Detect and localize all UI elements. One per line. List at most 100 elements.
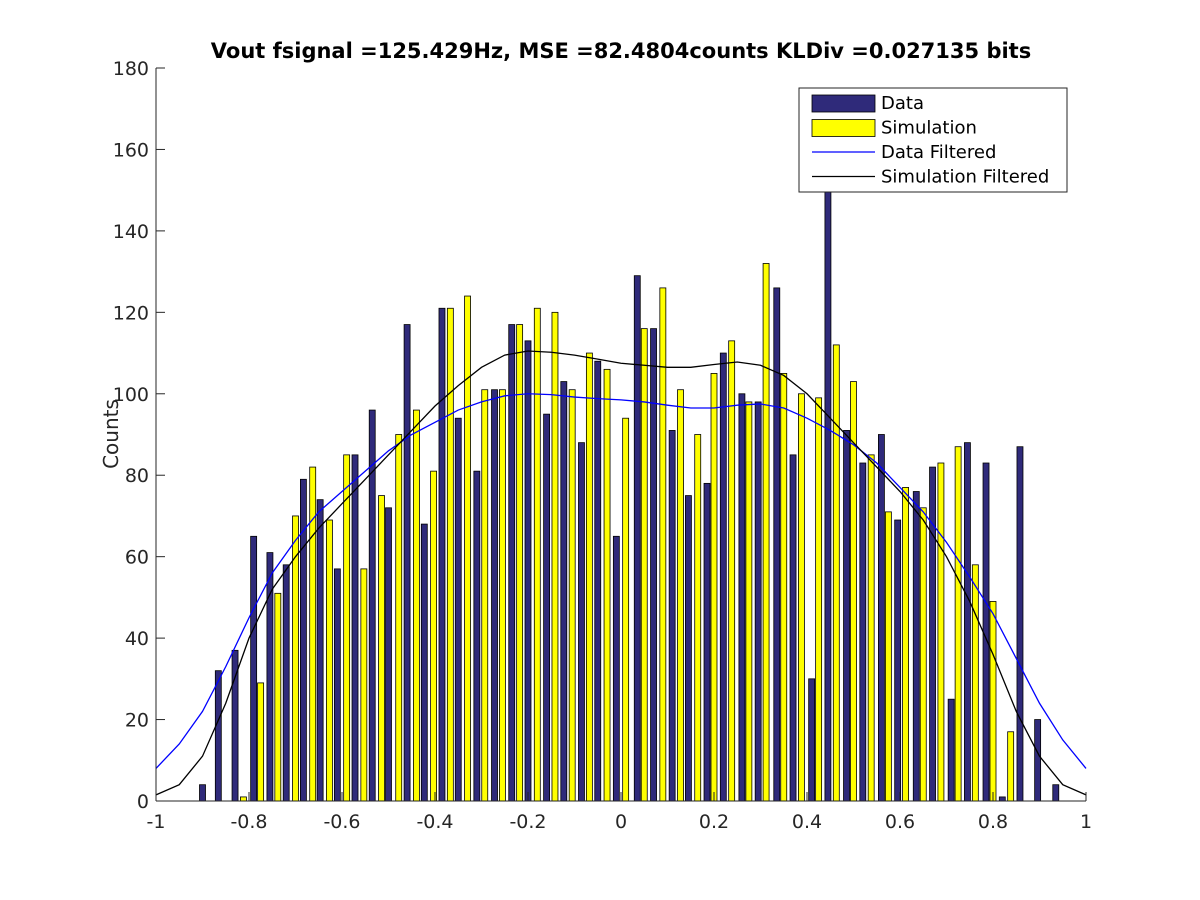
y-tick-label: 160	[113, 139, 149, 161]
x-tick-label: 0.4	[792, 811, 822, 833]
simulation-bar-20	[585, 352, 593, 802]
data-bar-3	[250, 535, 258, 802]
simulation-bar-32	[798, 393, 805, 802]
data-bar-30	[719, 352, 727, 802]
simulation-bar-40	[937, 462, 945, 802]
y-tick-label: 40	[125, 628, 149, 650]
simulation-bar-24	[659, 287, 667, 802]
data-bar-16	[473, 470, 481, 802]
simulation-bar-28	[728, 340, 736, 802]
data-filtered-line	[155, 393, 1087, 769]
y-tick-label: 60	[125, 547, 149, 569]
x-tick-label: 0.2	[699, 811, 729, 833]
y-tick-label: 180	[113, 58, 149, 80]
data-bar-40	[894, 519, 902, 802]
bars-layer	[199, 189, 1060, 802]
data-bar-37	[843, 430, 850, 802]
data-bar-46	[998, 796, 1006, 802]
simulation-bar-5	[326, 519, 333, 802]
data-bar-8	[333, 568, 341, 802]
simulation-bar-31	[780, 373, 788, 802]
data-bar-12	[403, 324, 411, 802]
simulation-bar-0	[240, 796, 247, 802]
data-bar-21	[560, 381, 568, 802]
simulation-bar-17	[533, 307, 541, 802]
data-bar-29	[703, 482, 711, 802]
simulation-bar-25	[677, 389, 684, 802]
data-bar-17	[491, 389, 498, 802]
x-tick-label: 0.8	[978, 811, 1008, 833]
simulation-bar-33	[815, 397, 823, 802]
data-bar-36	[824, 189, 832, 802]
x-tick-label: 0.6	[885, 811, 915, 833]
x-tick-label: 1	[1080, 811, 1092, 833]
data-bar-39	[878, 434, 885, 802]
data-bar-41	[912, 491, 920, 802]
simulation-bar-8	[378, 495, 385, 802]
simulation-bar-19	[568, 389, 576, 802]
simulation-bar-44	[1007, 731, 1015, 802]
lines-layer	[155, 350, 1087, 796]
data-bar-31	[738, 393, 746, 802]
simulation-bar-13	[464, 295, 471, 802]
data-bar-45	[982, 462, 990, 802]
x-tick-label: -0.6	[323, 811, 360, 833]
simulation-bar-34	[832, 344, 840, 802]
legend-label-data: Data	[881, 93, 924, 114]
simulation-bar-36	[867, 454, 875, 802]
y-axis-label: Counts	[99, 399, 123, 469]
data-bar-10	[368, 409, 376, 802]
simulation-bar-42	[971, 564, 979, 802]
data-bar-34	[789, 454, 797, 802]
data-bar-33	[773, 287, 781, 802]
legend-swatch-data	[811, 94, 876, 113]
simulation-bar-23	[640, 328, 648, 802]
simulation-bar-6	[343, 454, 351, 802]
data-bar-38	[859, 462, 867, 802]
simulation-bar-29	[745, 401, 753, 802]
legend-swatch-simulation	[811, 119, 876, 137]
simulation-bar-26	[694, 434, 702, 802]
legend-label-simulation: Simulation	[881, 118, 977, 139]
data-bar-14	[438, 307, 446, 802]
simulation-bar-11	[430, 470, 438, 802]
data-bar-49	[1052, 784, 1060, 802]
data-bar-19	[524, 340, 532, 802]
data-bar-13	[420, 523, 428, 802]
simulation-bar-43	[989, 601, 997, 802]
data-bar-24	[612, 535, 620, 802]
axes-layer: -1 -0.8 -0.6 -0.4 -0.2 0 0.2 0.4 0.6 0.8 1 0 20 40 60 8…	[113, 58, 1092, 833]
simulation-bar-39	[919, 507, 927, 802]
data-bar-23	[594, 360, 602, 802]
legend: Data Simulation Data Filtered Simulation Fi…	[798, 87, 1068, 193]
data-bar-1	[214, 670, 222, 802]
chart-title: Vout fsignal =125.429Hz, MSE =82.4804cou…	[211, 39, 1031, 63]
simulation-bar-37	[884, 511, 892, 802]
data-bar-26	[650, 328, 657, 802]
simulation-bar-22	[622, 417, 630, 802]
data-bar-32	[754, 401, 762, 802]
simulation-bar-10	[412, 409, 420, 802]
x-tick-label: -0.2	[509, 811, 546, 833]
x-tick-label: -0.4	[416, 811, 453, 833]
data-bar-15	[454, 417, 462, 802]
data-bar-0	[199, 784, 206, 802]
data-bar-47	[1016, 446, 1024, 802]
y-tick-label: 80	[125, 465, 149, 487]
simulation-bar-1	[257, 682, 265, 802]
simulation-bar-21	[603, 368, 611, 802]
data-bar-9	[351, 454, 359, 802]
simulation-filtered-line	[155, 350, 1087, 796]
data-bar-22	[578, 442, 585, 802]
data-bar-28	[685, 495, 692, 802]
data-bar-27	[668, 430, 676, 802]
x-tick-label: 0	[615, 811, 627, 833]
simulation-bar-14	[481, 389, 489, 802]
simulation-bar-2	[274, 592, 282, 802]
simulation-bar-12	[446, 307, 454, 802]
data-bar-5	[282, 564, 290, 802]
simulation-bar-7	[360, 568, 368, 802]
x-tick-label: -0.8	[230, 811, 267, 833]
y-tick-label: 0	[137, 791, 149, 813]
